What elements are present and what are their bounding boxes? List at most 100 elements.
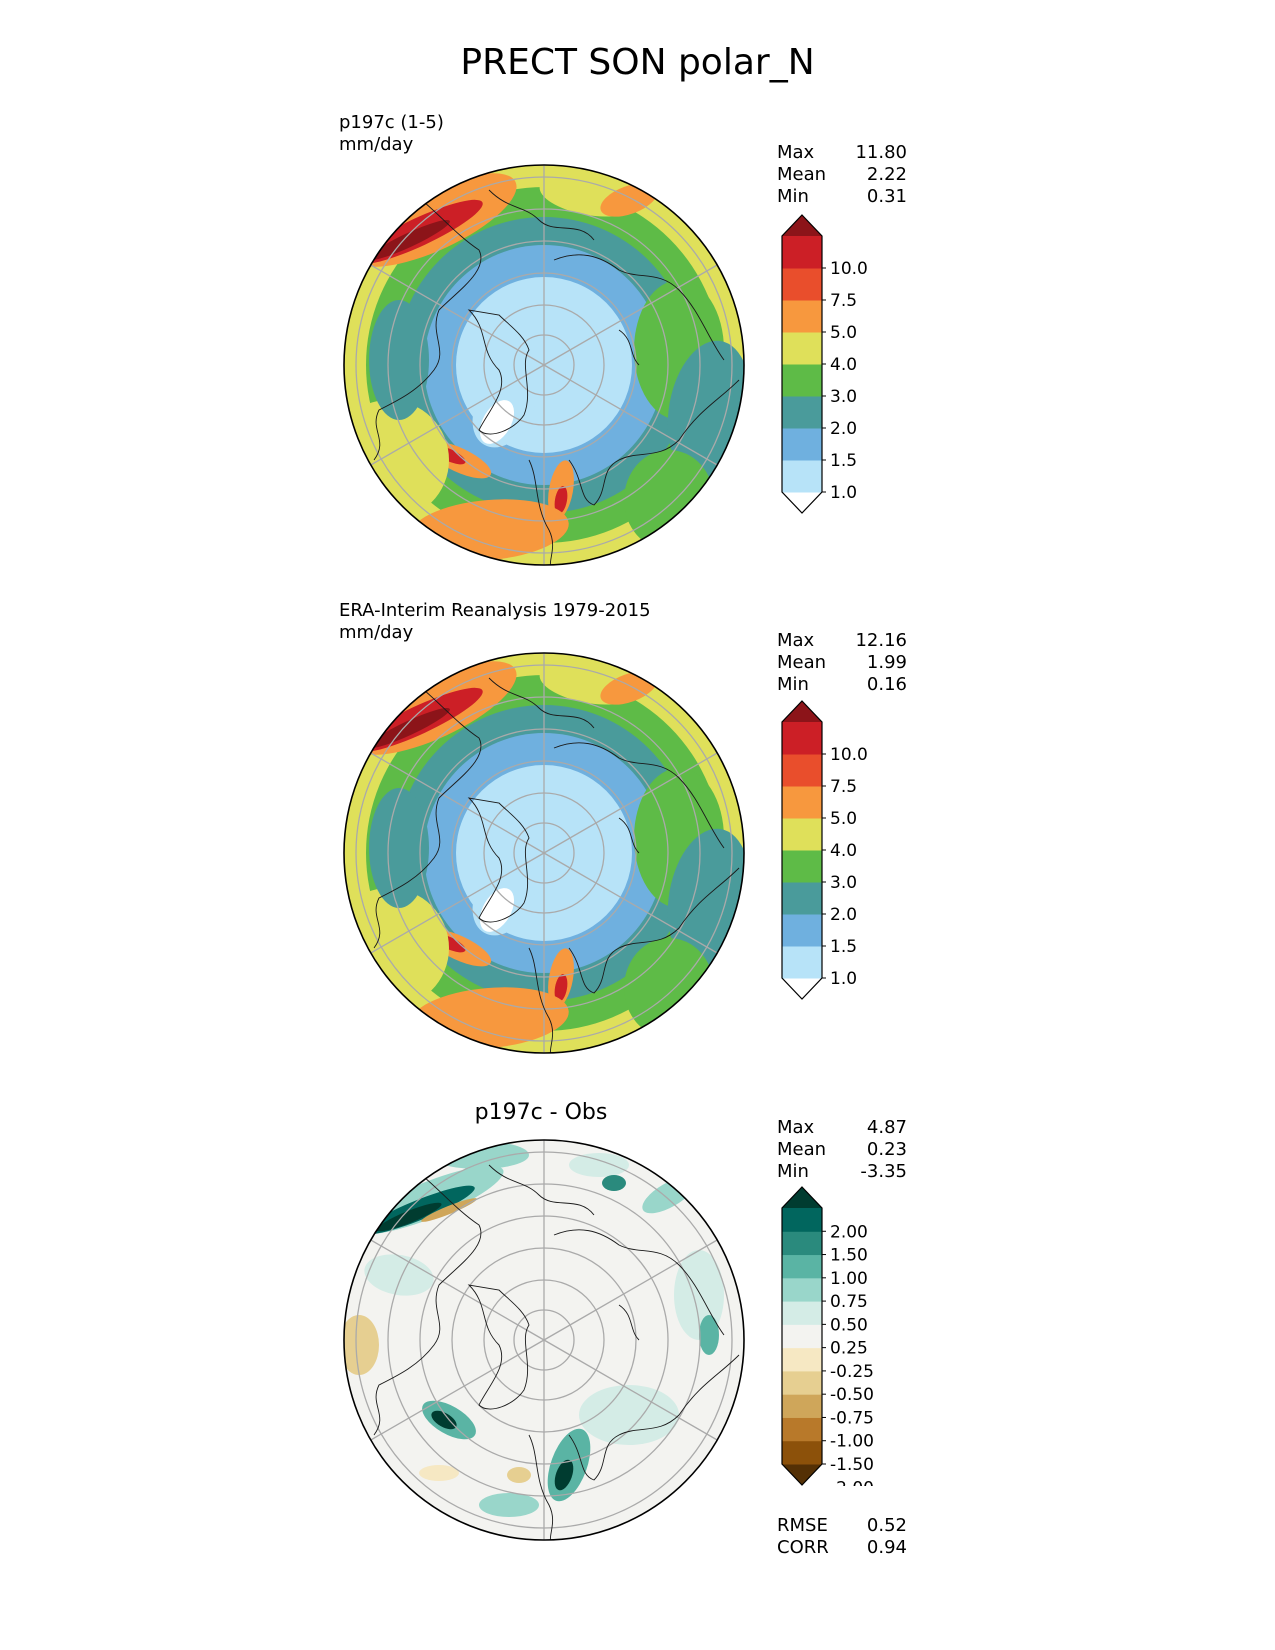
colorbar-segment xyxy=(782,914,822,947)
colorbar-segment xyxy=(782,1347,822,1372)
colorbar-segment xyxy=(782,754,822,787)
stat-value: 11.80 xyxy=(855,142,907,163)
meridian-line xyxy=(517,349,571,381)
meridian-line xyxy=(370,1239,519,1326)
stat-value: 2.22 xyxy=(866,164,907,185)
colorbar-tick-label: 0.50 xyxy=(830,1315,868,1335)
colorbar-extend-low xyxy=(782,1464,822,1485)
colorbar-segment xyxy=(782,1277,822,1302)
panel2-stats: Max 12.16 Mean 1.99 Min 0.16 xyxy=(777,630,907,696)
panel1-colorbar-svg: 10.07.55.04.03.02.01.51.00.5 xyxy=(781,214,868,535)
colorbar-segment xyxy=(782,1394,822,1418)
colorbar-outline xyxy=(781,1186,823,1486)
field-patch xyxy=(602,1175,626,1191)
coastline-north-america xyxy=(373,672,482,949)
panel2-units: mm/day xyxy=(339,622,414,643)
panel2-map xyxy=(339,648,749,1058)
colorbar-tick-label: 2.0 xyxy=(830,905,857,925)
panel1-title: p197c (1-5) xyxy=(339,112,444,133)
colorbar-tick-label: 1.00 xyxy=(830,1269,868,1289)
field-patch xyxy=(421,1198,477,1222)
meridian-line xyxy=(569,379,718,466)
meridian-line xyxy=(517,837,571,869)
field-patch xyxy=(364,1254,434,1296)
meridian-line xyxy=(569,752,718,839)
colorbar-segment xyxy=(782,1417,822,1442)
panel1-units: mm/day xyxy=(339,134,414,155)
meridian-line xyxy=(517,1324,571,1356)
coastline-bering xyxy=(488,1164,595,1216)
colorbar-segment xyxy=(782,1254,822,1279)
colorbar-extend-low xyxy=(782,978,822,999)
field-patch xyxy=(624,450,714,550)
field-patch xyxy=(368,219,450,261)
colorbar-segment xyxy=(782,850,822,883)
coastline-asia xyxy=(553,254,725,366)
colorbar-tick-label: 5.0 xyxy=(830,323,857,343)
coastline-bering xyxy=(488,189,595,241)
field-patch xyxy=(431,1410,457,1430)
colorbar-tick-label: 7.5 xyxy=(830,777,857,797)
stat-label: Max xyxy=(777,142,815,163)
field-patch xyxy=(554,486,568,514)
panel2-colorbar-svg: 10.07.55.04.03.02.01.51.00.5 xyxy=(781,700,868,1021)
colorbar-segment xyxy=(782,460,822,493)
colorbar-segment xyxy=(782,786,822,819)
graticule xyxy=(355,165,733,565)
colorbar-segment xyxy=(782,1301,822,1325)
field-patch xyxy=(507,1467,531,1483)
panel3-map xyxy=(339,1135,749,1545)
panel1-map xyxy=(339,160,749,570)
colorbar-extend-high xyxy=(782,701,822,722)
field-patch xyxy=(368,707,450,749)
field-patch xyxy=(344,1315,379,1375)
colorbar-tick-label: 10.0 xyxy=(830,259,868,279)
panel3-colorbar: 2.00 1.50 1.00 0.75 0.50 0.25 -0.25 -0.50 -0.75 -… xyxy=(770,1186,880,1498)
colorbar-segment xyxy=(782,428,822,461)
colorbar-tick-label: 3.0 xyxy=(830,387,857,407)
coastline-europe xyxy=(528,379,740,565)
coastline-greenland xyxy=(467,1284,530,1410)
stat-label: Min xyxy=(777,186,809,207)
colorbar-tick-label: -1.00 xyxy=(830,1432,874,1452)
colorbar-tick-label: 1.50 xyxy=(830,1246,868,1266)
stat-label: Min xyxy=(777,674,809,695)
meridian-line xyxy=(569,867,718,954)
stat-label: Min xyxy=(777,1161,809,1182)
coastline-greenland xyxy=(467,309,530,435)
panel2-colorbar: 10.07.55.04.03.02.01.51.00.5 xyxy=(770,700,880,1021)
colorbar-segment xyxy=(782,300,822,333)
stat-value: 12.16 xyxy=(855,630,907,651)
coastline-asia xyxy=(553,1229,725,1341)
map-field xyxy=(344,1140,744,1540)
field-patch xyxy=(699,1315,719,1355)
stat-value: 1.99 xyxy=(866,652,907,673)
field-patch xyxy=(479,1493,539,1517)
colorbar-segment xyxy=(782,946,822,979)
figure-title: PRECT SON polar_N xyxy=(460,42,815,83)
colorbar-tick-label: -0.50 xyxy=(830,1385,874,1405)
panel3-title: p197c - Obs xyxy=(474,1100,608,1125)
stat-label: Mean xyxy=(777,1139,827,1160)
field-patch xyxy=(554,1459,574,1491)
colorbar-tick-label: 1.0 xyxy=(830,483,857,503)
meridian-line xyxy=(370,379,519,466)
stat-label: Mean xyxy=(777,652,827,673)
colorbar-segment xyxy=(782,364,822,397)
colorbar-tick-label: 0.75 xyxy=(830,1292,868,1312)
coastline-asia xyxy=(553,742,725,854)
colorbar-tick-label: -0.75 xyxy=(830,1408,874,1428)
panel1-stats: Max 11.80 Mean 2.22 Min 0.31 xyxy=(777,142,907,208)
colorbar-tick-label: 7.5 xyxy=(830,291,857,311)
field-patch xyxy=(569,1153,629,1177)
metric-label: RMSE xyxy=(777,1515,828,1536)
meridian-line xyxy=(569,1354,718,1441)
colorbar-tick-label: 10.0 xyxy=(830,745,868,765)
metric-value: 0.94 xyxy=(866,1537,907,1558)
meridian-line xyxy=(370,264,519,351)
stat-label: Max xyxy=(777,1117,815,1138)
meridian-line xyxy=(370,867,519,954)
colorbar-tick-label: 1.0 xyxy=(830,969,857,989)
colorbar-extend-high xyxy=(782,1187,822,1208)
colorbar-extend-high xyxy=(782,215,822,236)
